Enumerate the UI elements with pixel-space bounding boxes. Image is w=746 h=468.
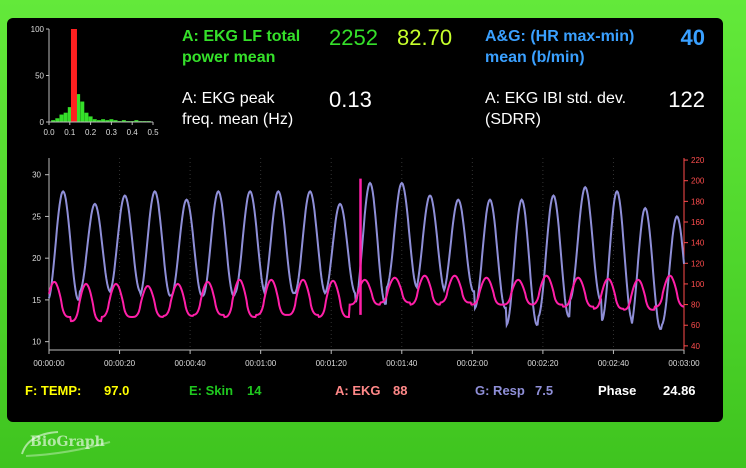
signal-left-tick-label: 25 (32, 212, 41, 221)
spectrum-bar (80, 101, 85, 122)
signal-left-tick-label: 30 (32, 171, 41, 180)
signal-x-tick-label: 00:01:20 (316, 359, 348, 368)
lf-power-label: A: EKG LF total power mean (182, 26, 300, 68)
spectrum-bar (59, 114, 64, 122)
temp-value: 97.0 (104, 383, 130, 398)
signal-right-tick-label: 80 (691, 301, 700, 310)
spectrum-y-tick-label: 50 (35, 72, 44, 81)
spectrum-x-tick-label: 0.0 (43, 128, 55, 137)
spectrum-bar (121, 120, 126, 122)
signal-chart-svg: 10 15 20 25 30 40 60 80 100 120 140 160 180 200 220 00:… (32, 156, 705, 368)
ekg-hr-waveform (48, 274, 685, 323)
ibi-sd-value: 122 (668, 87, 705, 112)
signal-right-tick-label: 220 (691, 156, 705, 165)
spectrum-bar (67, 107, 72, 122)
spectrum-chart: 0 50 100 0.0 0.1 0.2 0.3 0.4 0.5 (7, 18, 167, 142)
signal-right-tick-label: 100 (691, 280, 705, 289)
signal-x-tick-label: 00:01:40 (386, 359, 418, 368)
spectrum-peak-marker (70, 29, 77, 122)
spectrum-x-tick-label: 0.4 (127, 128, 139, 137)
signal-x-tick-label: 00:03:00 (668, 359, 700, 368)
spectrum-bar (113, 120, 118, 122)
spectrum-x-tick-label: 0.1 (64, 128, 76, 137)
resp-label: G: Resp (475, 383, 525, 398)
lf-power-percent: 82.70 (397, 25, 453, 50)
logo-text: BioGraph (30, 434, 105, 450)
lf-power-label-line2: power mean (182, 49, 276, 66)
signal-x-tick-label: 00:00:00 (33, 359, 65, 368)
ekg-value: 88 (393, 383, 408, 398)
peak-freq-label-line2: freq. mean (Hz) (182, 111, 294, 128)
spectrum-bar (88, 116, 93, 122)
spectrum-bar (109, 119, 114, 122)
skin-label: E: Skin (189, 383, 234, 398)
signal-x-tick-label: 00:02:20 (527, 359, 559, 368)
spectrum-y-tick-label: 100 (31, 25, 45, 34)
hr-maxmin-label: A&G: (HR max-min) mean (b/min) (485, 26, 634, 68)
spectrum-bar (63, 112, 68, 122)
signal-left-tick-label: 10 (32, 338, 41, 347)
ekg-label: A: EKG (335, 383, 381, 398)
resp-waveform (48, 181, 685, 331)
spectrum-bar (92, 119, 97, 122)
spectrum-x-tick-label: 0.5 (147, 128, 159, 137)
ibi-sd-label: A: EKG IBI std. dev. (SDRR) (485, 88, 626, 130)
lf-power-value: 2252 (329, 25, 378, 50)
temp-label: F: TEMP: (25, 383, 82, 398)
signal-x-tick-label: 00:00:40 (175, 359, 207, 368)
lf-power-label-line1: A: EKG LF total (182, 28, 301, 45)
peak-freq-label-line1: A: EKG peak (182, 90, 275, 107)
spectrum-bar (84, 112, 89, 122)
hr-maxmin-label-line2: mean (b/min) (485, 49, 585, 66)
spectrum-y-tick-label: 0 (40, 118, 45, 127)
phase-value: 24.86 (663, 383, 696, 398)
signal-left-tick-label: 15 (32, 296, 41, 305)
spectrum-bar (76, 94, 81, 122)
spectrum-bar (101, 119, 106, 122)
signal-x-tick-label: 00:02:40 (598, 359, 630, 368)
signal-right-tick-label: 180 (691, 197, 705, 206)
peak-freq-value: 0.13 (329, 87, 372, 112)
hr-maxmin-label-line1: A&G: (HR max-min) (485, 28, 635, 45)
phase-label: Phase (598, 383, 637, 398)
spectrum-bar (134, 120, 139, 122)
biograph-logo: BioGraph (18, 428, 138, 458)
spectrum-bar (51, 120, 56, 122)
hr-maxmin-value: 40 (680, 25, 705, 50)
skin-value: 14 (247, 383, 262, 398)
spectrum-bar (105, 120, 110, 122)
spectrum-bar (55, 118, 60, 122)
signal-right-tick-label: 200 (691, 177, 705, 186)
signal-right-tick-label: 160 (691, 218, 705, 227)
signal-chart: 10 15 20 25 30 40 60 80 100 120 140 160 180 200 220 00:… (7, 150, 723, 380)
spectrum-svg: 0 50 100 0.0 0.1 0.2 0.3 0.4 0.5 (31, 25, 159, 137)
signal-right-tick-label: 120 (691, 259, 705, 268)
signal-right-tick-label: 60 (691, 321, 700, 330)
resp-value: 7.5 (535, 383, 554, 398)
signal-x-tick-label: 00:00:20 (104, 359, 136, 368)
spectrum-bar (96, 120, 101, 122)
ibi-sd-label-line1: A: EKG IBI std. dev. (485, 90, 627, 107)
signal-right-tick-label: 40 (691, 342, 700, 351)
signal-right-tick-label: 140 (691, 239, 705, 248)
peak-freq-label: A: EKG peak freq. mean (Hz) (182, 88, 293, 130)
signal-left-tick-label: 20 (32, 254, 41, 263)
biofeedback-panel: 0 50 100 0.0 0.1 0.2 0.3 0.4 0.5 A: EKG LF total… (7, 18, 723, 422)
spectrum-plot-area (49, 29, 153, 122)
spectrum-x-tick-label: 0.2 (85, 128, 97, 137)
signal-x-tick-label: 00:01:00 (245, 359, 277, 368)
logo-swoosh (21, 431, 111, 457)
spectrum-x-tick-label: 0.3 (106, 128, 118, 137)
ibi-sd-label-line2: (SDRR) (485, 111, 541, 128)
signal-x-tick-label: 00:02:00 (457, 359, 489, 368)
